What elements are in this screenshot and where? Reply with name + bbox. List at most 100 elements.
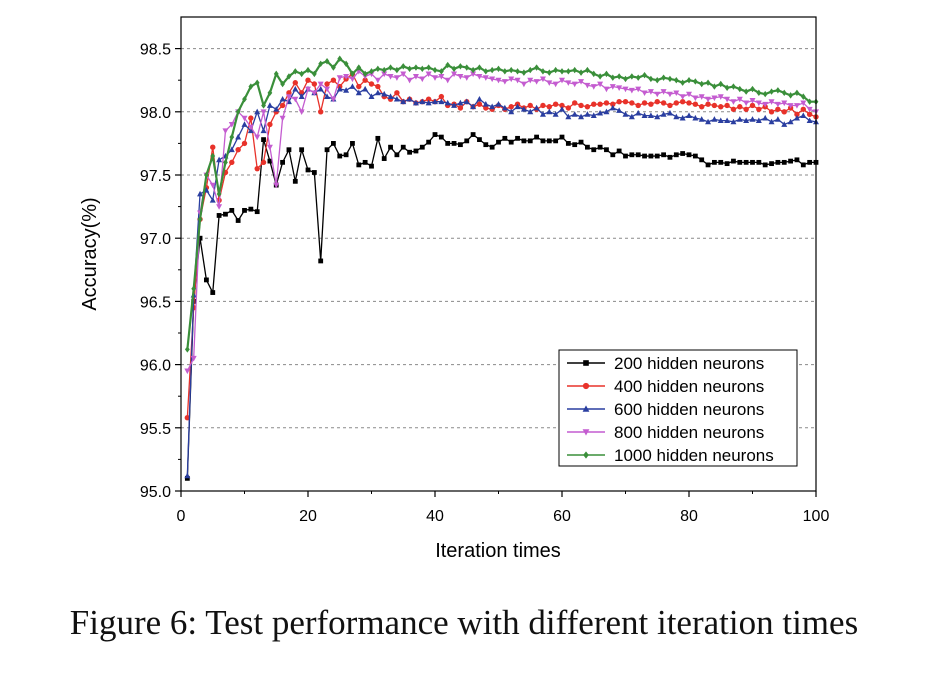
data-point [578,69,584,76]
data-point [254,108,261,115]
data-point [292,96,299,103]
data-point [737,159,743,165]
data-point [350,70,355,78]
data-point [686,91,692,98]
data-point [369,163,374,169]
data-point [806,106,813,113]
data-point [292,80,298,86]
legend-swatch-marker [582,429,590,436]
data-point [698,94,705,100]
series-5 [184,55,819,353]
data-point [458,142,463,148]
data-point [419,76,426,83]
data-point [585,144,590,150]
data-point [628,113,635,120]
data-point [591,147,597,153]
data-point [603,86,610,93]
data-point [666,91,673,98]
data-point [318,60,324,67]
data-point [184,368,191,375]
data-point [768,118,775,125]
data-point [750,85,755,93]
data-point [336,85,343,92]
data-point [762,162,768,168]
data-point [794,111,800,118]
data-point [381,71,388,78]
legend-entry-label: 1000 hidden neurons [614,446,774,465]
data-point [520,81,527,88]
data-point [571,81,578,88]
data-point [514,103,521,110]
data-point [197,190,204,197]
data-point [260,109,267,115]
data-point [438,68,444,75]
data-point [755,117,762,124]
data-point [686,112,692,118]
data-point [305,77,311,83]
data-point [800,93,806,100]
series-1 [184,132,819,481]
data-point [438,93,445,100]
data-point [552,101,559,107]
data-point [572,100,578,106]
data-point [642,71,647,79]
data-point [457,105,464,111]
data-point [235,108,241,115]
data-point [508,66,514,74]
data-point [533,79,540,85]
data-point [717,94,724,100]
data-point [458,63,463,70]
data-point [266,144,273,151]
data-point [604,70,609,78]
data-point [267,89,273,97]
data-point [806,117,813,124]
data-point [311,81,318,87]
data-point [184,472,191,479]
data-point [235,218,241,223]
data-point [559,134,565,140]
data-point [222,128,229,134]
data-point [609,84,616,90]
data-point [578,139,584,145]
data-point [616,107,623,113]
data-point [762,114,769,121]
data-point [699,104,705,110]
data-point [476,74,483,80]
data-point [673,152,679,158]
data-point [731,83,736,90]
data-point [381,90,388,97]
data-point [267,158,273,164]
data-point [565,141,571,146]
data-point [591,70,597,78]
data-point [242,207,247,213]
data-point [769,161,774,167]
data-point [470,103,477,110]
data-point [501,79,508,85]
data-point [648,153,654,159]
data-point [793,114,800,121]
data-point [552,81,559,88]
data-point [673,77,679,84]
data-point [216,213,222,218]
data-point [534,134,539,140]
data-point [273,70,279,78]
data-point [749,98,756,104]
x-tick-label: 60 [553,508,571,525]
data-point [286,90,292,96]
data-point [476,101,483,107]
data-point [806,111,813,118]
data-point [546,108,553,115]
data-point [368,93,375,100]
data-point [712,83,717,90]
x-tick-label: 0 [177,508,186,525]
data-point [692,78,698,85]
data-point [743,88,749,95]
data-point [273,182,280,189]
data-point [756,106,762,112]
data-point [286,73,292,80]
data-point [406,95,413,102]
data-point [482,101,489,107]
data-point [248,206,254,212]
data-point [527,108,534,115]
